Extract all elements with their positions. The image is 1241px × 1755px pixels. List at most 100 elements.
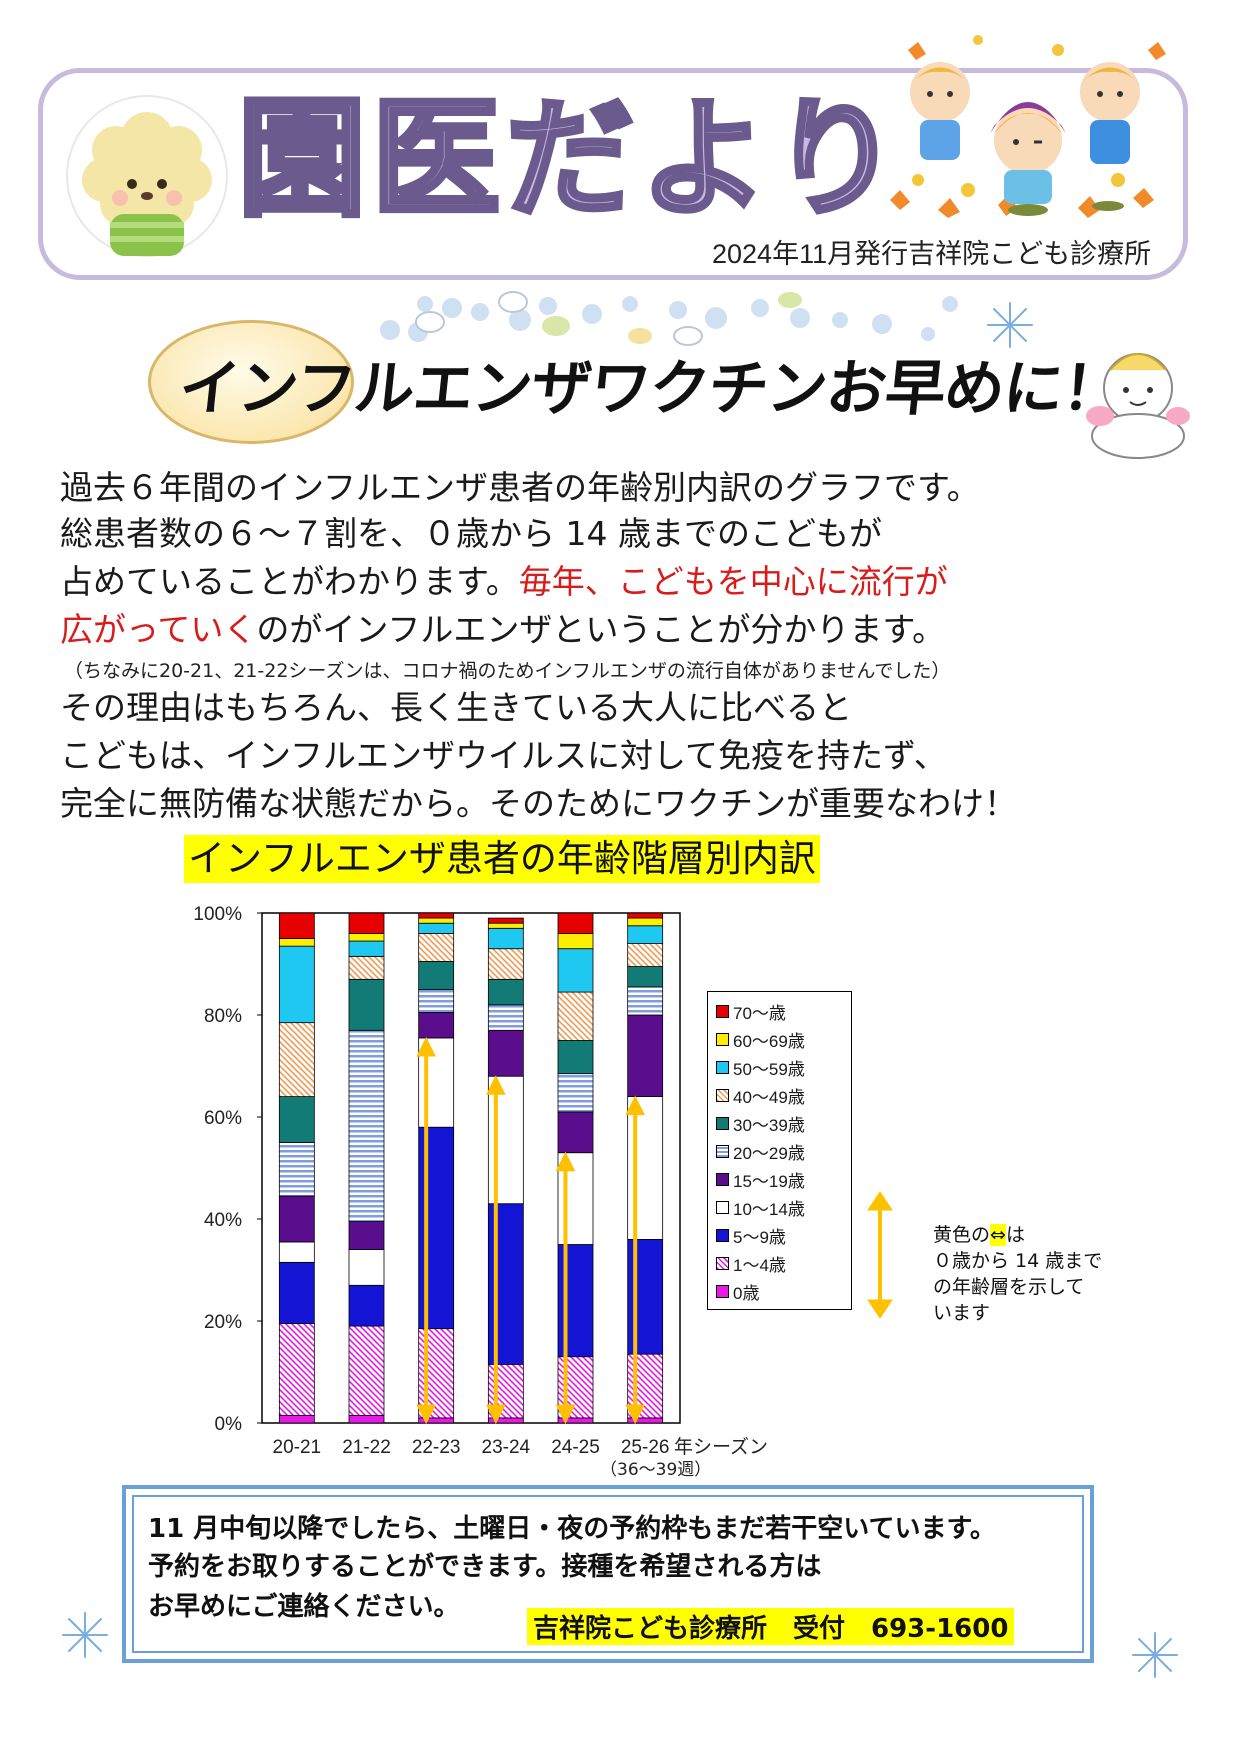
- bar-segment: [557, 1073, 594, 1113]
- bar-segment: [348, 1325, 385, 1416]
- x-tick-label: 21-22: [342, 1437, 391, 1458]
- child-range-arrow: [555, 1151, 576, 1425]
- contact-box-inner-border: [132, 1495, 1084, 1653]
- double-arrow-icon: ⇔: [990, 1224, 1006, 1246]
- legend-label: 1〜4歳: [733, 1255, 786, 1275]
- bar-segment: [487, 917, 524, 924]
- bar-segment: [627, 986, 664, 1016]
- child-range-arrow-legend: [867, 1191, 893, 1319]
- legend-swatch: [716, 1144, 729, 1158]
- legend-label: 15〜19歳: [733, 1171, 805, 1191]
- bar-segment: [557, 1244, 594, 1358]
- legend-swatch: [716, 1116, 729, 1130]
- bar-segment: [348, 1249, 385, 1286]
- covid-season-note: （ちなみに20-21、21-22シーズンは、コロナ禍のためインフルエンザの流行自…: [64, 660, 951, 682]
- legend-label: 5〜9歳: [733, 1227, 786, 1247]
- bar-segment: [487, 1029, 524, 1077]
- x-tick-label: 20-21: [273, 1437, 322, 1458]
- contact-line: 11 月中旬以降でしたら、土曜日・夜の予約枠もまだ若干空いています。: [148, 1514, 996, 1544]
- snowflake-icon: [62, 1612, 108, 1658]
- body-text: 占めていることがわかります。: [60, 562, 519, 601]
- emphasis-text: 広がっていく: [60, 610, 257, 649]
- legend-item: 70〜歳: [716, 1000, 786, 1023]
- bar-segment: [348, 1029, 385, 1222]
- bar-segment: [348, 1221, 385, 1251]
- bar-segment: [418, 922, 455, 934]
- bar-segment: [487, 948, 524, 980]
- legend-swatch: [716, 1032, 729, 1046]
- bar-segment: [487, 927, 524, 950]
- snowflake-icon: [987, 302, 1033, 348]
- header-frame: [38, 68, 1188, 280]
- bar-segment: [278, 1414, 315, 1424]
- x-unit-sub-label: （36〜39週）: [600, 1460, 711, 1480]
- bar-segment: [348, 955, 385, 980]
- bar-segment: [557, 912, 594, 934]
- legend-swatch: [716, 1172, 729, 1186]
- snowman-illustration: [1086, 353, 1190, 459]
- legend-item: 30〜39歳: [716, 1112, 805, 1135]
- body-text: のがインフルエンザということが分かります。: [256, 610, 946, 649]
- child-range-arrow: [625, 1095, 645, 1425]
- bar-segment: [278, 1096, 315, 1143]
- bar-segment: [627, 917, 664, 927]
- bar-segment: [418, 912, 455, 919]
- legend-label: 10〜14歳: [733, 1199, 805, 1219]
- arrow-explanation-note: 黄色の⇔は ０歳から 14 歳まで の年齢層を示して います: [933, 1222, 1133, 1326]
- bar-segment: [487, 1203, 524, 1365]
- body-line: その理由はもちろん、長く生きている大人に比べると: [60, 688, 852, 727]
- bar-segment: [418, 917, 455, 924]
- y-tick-label: 60%: [204, 1108, 242, 1129]
- bar-segment: [278, 1261, 315, 1324]
- note-text: の年齢層を示して: [933, 1276, 1085, 1298]
- legend-swatch: [716, 1284, 729, 1298]
- note-text: は: [1005, 1224, 1025, 1246]
- bar-segment: [627, 1014, 664, 1097]
- legend-label: 0歳: [733, 1283, 760, 1303]
- body-line: 過去６年間のインフルエンザ患者の年齢別内訳のグラフです。: [60, 468, 980, 507]
- legend-swatch: [716, 1256, 729, 1270]
- legend-swatch: [716, 1060, 729, 1074]
- legend-item: 1〜4歳: [716, 1252, 786, 1275]
- bar-segment: [278, 1241, 315, 1263]
- body-line: 広がっていくのがインフルエンザということが分かります。: [60, 608, 945, 652]
- bar-segment: [418, 933, 455, 962]
- bar-segment: [348, 1414, 385, 1424]
- legend-label: 50〜59歳: [733, 1059, 805, 1079]
- legend-swatch: [716, 1088, 729, 1102]
- newsletter-title: 園医だより: [235, 85, 906, 234]
- headline-oval-background: [148, 320, 354, 444]
- body-line: 総患者数の６〜７割を、０歳から 14 歳までのこどもが: [60, 514, 882, 553]
- bar-segment: [348, 978, 385, 1031]
- bar-segment: [348, 933, 385, 942]
- bar-segment: [418, 989, 455, 1013]
- bar-segment: [278, 1323, 315, 1416]
- legend-label: 40〜49歳: [733, 1087, 805, 1107]
- bar-segment: [418, 1126, 455, 1330]
- bar-segment: [278, 912, 315, 939]
- legend-item: 10〜14歳: [716, 1196, 805, 1219]
- age-breakdown-stacked-bar-chart: 0% 20% 40% 60% 80% 100% 20-21 21-22 22-23 23-24 24…: [193, 904, 768, 1480]
- y-tick-label: 100%: [193, 904, 242, 925]
- bar-segment: [557, 1040, 594, 1075]
- bar-segment: [557, 1111, 594, 1154]
- bar-segment: [557, 933, 594, 950]
- bar-segment: [348, 940, 385, 957]
- contact-line: お早めにご連絡ください。: [148, 1592, 460, 1622]
- x-tick-label: 25-26: [621, 1437, 670, 1458]
- body-line: こどもは、インフルエンザウイルスに対して免疫を持たず、: [60, 736, 947, 775]
- legend-item: 40〜49歳: [716, 1084, 805, 1107]
- bar-segment: [627, 912, 664, 919]
- plot-area: [261, 912, 681, 1424]
- sheep-mascot-illustration: [66, 95, 228, 257]
- legend-swatch: [716, 1228, 729, 1242]
- clinic-phone-highlight: 吉祥院こども診療所 受付 693-1600: [527, 1608, 1015, 1645]
- legend-item: 0歳: [716, 1280, 760, 1303]
- bar-segment: [278, 938, 315, 947]
- emphasis-text: 毎年、こどもを中心に流行が: [518, 562, 948, 601]
- chart-title: インフルエンザ患者の年齢階層別内訳: [184, 835, 820, 883]
- child-range-arrow: [486, 1075, 506, 1425]
- issue-date-and-clinic: 2024年11月発行吉祥院こども診療所: [712, 239, 1152, 269]
- note-text: ０歳から 14 歳まで: [933, 1250, 1103, 1272]
- bar-segment: [627, 1239, 664, 1355]
